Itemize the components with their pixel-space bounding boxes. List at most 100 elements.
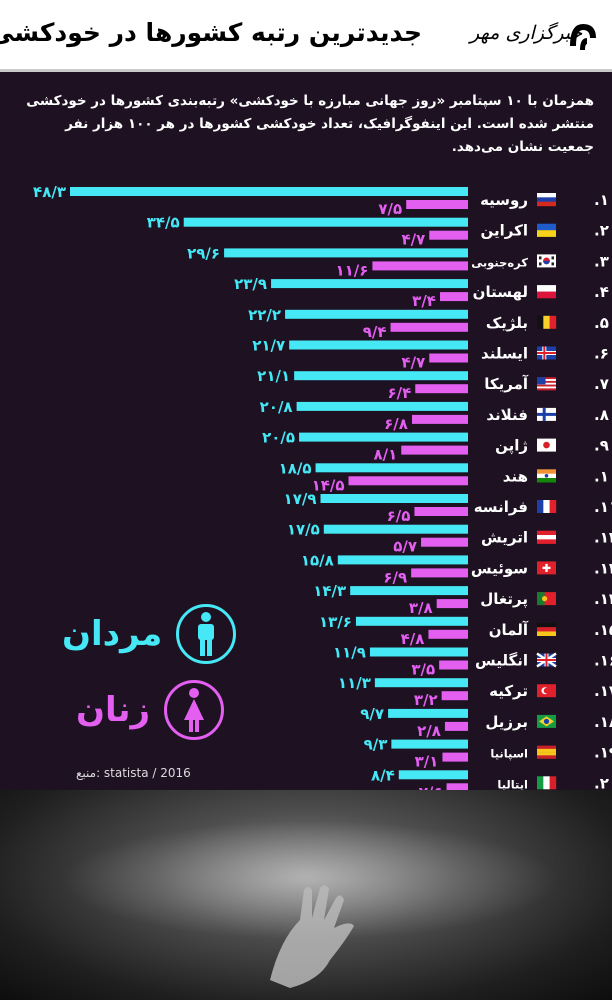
label-men-15: ۱۳/۶ xyxy=(319,613,352,631)
label-women-13: ۶/۹ xyxy=(383,568,407,586)
bar-women-20 xyxy=(446,783,468,793)
label-men-18: ۹/۷ xyxy=(360,705,384,723)
bar-men-4 xyxy=(271,279,468,289)
label-men-1: ۴۸/۳ xyxy=(33,183,66,201)
label-women-5: ۹/۴ xyxy=(363,323,387,341)
page-title: جدیدترین رتبه کشورها در خودکشی xyxy=(0,18,422,47)
bar-women-15 xyxy=(428,629,468,639)
rank-9: ۹. xyxy=(594,437,609,455)
usa-flag xyxy=(537,377,556,391)
label-men-17: ۱۱/۳ xyxy=(338,674,371,692)
country-label-14: پرتغال xyxy=(480,590,528,609)
bar-men-6 xyxy=(289,340,468,350)
label-women-19: ۳/۱ xyxy=(415,753,439,771)
bar-women-3 xyxy=(372,261,468,271)
label-men-5: ۲۲/۲ xyxy=(248,306,281,324)
bar-chart: ۴۸/۳ ۷/۵ ۱. روسیه ۳۴/۵ ۴/۷ ۲. اکراین ۲۹/۶ ۱۱/۶ ۳. ک… xyxy=(33,183,612,800)
rank-3: ۳. xyxy=(594,252,609,270)
label-men-2: ۳۴/۵ xyxy=(147,214,180,232)
india-flag xyxy=(537,469,556,483)
label-women-7: ۶/۴ xyxy=(387,384,411,402)
switzerland-flag xyxy=(537,561,556,575)
country-label-13: سوئیس xyxy=(471,559,528,577)
label-men-16: ۱۱/۹ xyxy=(333,644,366,662)
country-label-12: اتریش xyxy=(481,529,528,547)
bar-men-16 xyxy=(369,647,468,657)
rank-15: ۱۵. xyxy=(594,621,612,639)
ukraine-flag xyxy=(537,223,556,237)
bar-women-2 xyxy=(429,230,468,240)
rank-6: ۶. xyxy=(594,345,609,363)
poland-flag xyxy=(537,285,556,299)
bar-women-13 xyxy=(411,568,468,578)
label-women-3: ۱۱/۶ xyxy=(335,261,368,279)
country-label-6: ایسلند xyxy=(481,345,528,363)
country-label-11: فرانسه xyxy=(474,498,528,516)
label-men-7: ۲۱/۱ xyxy=(257,367,290,385)
label-women-15: ۴/۸ xyxy=(401,630,425,648)
legend-women: زنان xyxy=(76,680,225,740)
rank-7: ۷. xyxy=(594,375,609,393)
rank-13: ۱۳. xyxy=(594,559,612,577)
label-men-4: ۲۳/۹ xyxy=(234,275,267,293)
country-label-2: اکراین xyxy=(481,222,528,240)
mehr-logo-icon xyxy=(570,24,596,50)
label-women-2: ۴/۷ xyxy=(401,231,425,249)
country-label-18: برزیل xyxy=(485,713,528,731)
bar-men-5 xyxy=(285,309,468,319)
label-women-17: ۳/۲ xyxy=(414,691,438,709)
spain-flag xyxy=(537,745,556,759)
bar-women-14 xyxy=(436,599,468,609)
header: جدیدترین رتبه کشورها در خودکشی خبرگزاری … xyxy=(0,0,612,72)
bar-women-6 xyxy=(429,353,468,363)
bar-men-19 xyxy=(391,739,468,749)
hand-image xyxy=(270,885,354,988)
bar-men-18 xyxy=(388,708,468,718)
country-label-17: ترکیه xyxy=(489,682,528,700)
country-label-9: ژاپن xyxy=(495,437,528,456)
bar-women-10 xyxy=(348,476,468,486)
rank-20: ۲۰. xyxy=(594,774,612,792)
bar-women-4 xyxy=(439,292,468,302)
belgium-flag xyxy=(537,315,557,329)
source-note: منبع: statista / 2016 xyxy=(76,766,191,780)
bar-women-12 xyxy=(421,537,468,547)
logo-text: خبرگزاری مهر xyxy=(470,22,583,44)
label-men-3: ۲۹/۶ xyxy=(187,244,220,262)
iceland-flag xyxy=(537,346,556,360)
legend-women-label: زنان xyxy=(76,690,151,730)
country-label-19: اسپانیا xyxy=(490,747,528,761)
bar-women-19 xyxy=(442,752,468,762)
bar-men-20 xyxy=(398,770,468,780)
label-women-12: ۵/۷ xyxy=(393,538,417,556)
label-men-13: ۱۵/۸ xyxy=(301,551,334,569)
italy-flag xyxy=(537,776,557,790)
bar-men-12 xyxy=(323,524,468,534)
label-women-10: ۱۴/۵ xyxy=(312,476,345,494)
country-label-7: آمریکا xyxy=(484,375,529,393)
label-men-12: ۱۷/۵ xyxy=(287,521,320,539)
label-women-18: ۲/۸ xyxy=(417,722,441,740)
rank-16: ۱۶. xyxy=(594,652,612,670)
bar-men-2 xyxy=(183,217,468,227)
finland-flag xyxy=(537,407,556,421)
country-label-1: روسیه xyxy=(480,191,528,209)
rank-4: ۴. xyxy=(594,283,609,301)
country-label-4: لهستان xyxy=(473,283,528,301)
label-women-11: ۶/۵ xyxy=(387,507,411,525)
bar-men-8 xyxy=(296,401,468,411)
turkey-flag xyxy=(537,684,556,698)
bar-men-10 xyxy=(315,463,468,473)
rank-2: ۲. xyxy=(594,222,609,240)
bar-men-15 xyxy=(355,616,468,626)
label-women-4: ۳/۴ xyxy=(412,292,436,310)
rank-8: ۸. xyxy=(594,406,609,424)
bar-men-14 xyxy=(350,586,468,596)
bar-men-1 xyxy=(70,187,468,196)
germany-flag xyxy=(537,622,556,636)
label-men-20: ۸/۴ xyxy=(371,766,395,784)
label-men-14: ۱۴/۳ xyxy=(313,582,346,600)
bar-men-3 xyxy=(224,248,468,258)
bar-men-13 xyxy=(337,555,468,565)
label-men-11: ۱۷/۹ xyxy=(284,490,317,508)
